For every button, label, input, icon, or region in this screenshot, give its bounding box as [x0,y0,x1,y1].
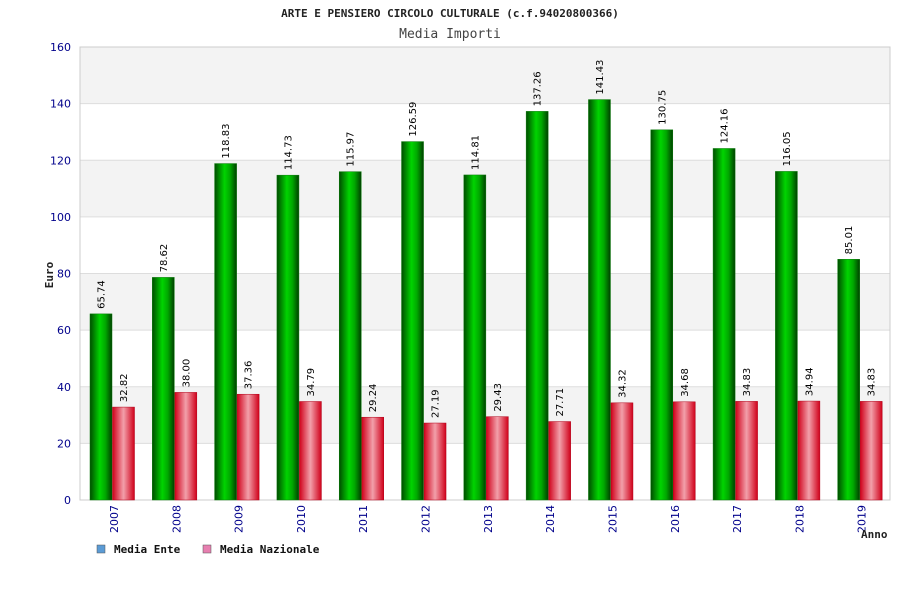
data-label: 37.36 [244,361,255,390]
x-tick-label: 2011 [357,505,370,533]
y-tick-label: 160 [50,41,71,54]
data-label: 137.26 [533,71,544,106]
data-label: 34.79 [306,368,317,397]
bar-media-nazionale [174,392,198,501]
bar-media-ente [276,174,300,501]
x-tick-label: 2015 [606,505,619,533]
bar-media-nazionale [797,400,821,501]
bar-media-ente [214,163,237,501]
bar-media-nazionale [361,416,384,501]
y-tick-label: 20 [57,437,71,450]
bar-media-nazionale [486,416,509,501]
data-label: 27.19 [431,389,442,418]
x-tick-label: 2009 [233,505,246,533]
bar-media-nazionale [236,393,260,501]
data-label: 141.43 [595,60,606,95]
bar-media-ente [152,277,175,501]
bar-media-ente [525,111,549,501]
bar-media-ente [775,171,798,501]
bar-media-nazionale [735,401,758,501]
data-label: 32.82 [119,373,130,402]
data-label: 85.01 [844,226,855,255]
bar-media-ente [463,174,487,501]
bar-media-ente [401,141,424,501]
x-tick-label: 2010 [295,505,308,533]
bar-media-nazionale [548,421,571,501]
y-tick-label: 80 [57,268,71,281]
x-axis-ticks: 2007 2008 2009 2010 2011 2012 2013 2014 2015 2016… [108,505,869,533]
bar-media-nazionale [610,402,634,501]
data-label: 78.62 [159,244,170,273]
x-tick-label: 2007 [108,505,121,533]
bars [89,99,883,501]
bar-media-ente [650,129,674,501]
x-tick-label: 2013 [482,505,495,533]
y-tick-label: 140 [50,98,71,111]
y-axis-ticks: 0 20 40 60 80 100 120 140 160 [50,41,71,507]
data-label: 118.83 [221,124,232,159]
bar-media-ente [712,148,736,501]
data-label: 124.16 [720,108,731,143]
data-label: 29.43 [493,383,504,412]
bar-media-nazionale [673,401,696,501]
data-label: 126.59 [408,102,419,137]
bar-media-ente [837,259,860,501]
data-label: 116.05 [782,131,793,166]
bar-media-ente [89,313,113,501]
x-tick-label: 2016 [669,505,682,533]
data-label: 34.83 [867,368,878,397]
chart-subtitle: Media Importi [399,27,501,42]
data-label: 34.68 [680,368,691,397]
data-label: 65.74 [97,280,108,309]
x-tick-label: 2017 [731,505,744,533]
y-tick-label: 120 [50,154,71,167]
grid-band [80,103,890,161]
data-label: 29.24 [368,384,379,413]
y-tick-label: 40 [57,381,71,394]
data-label: 34.83 [742,368,753,397]
x-tick-label: 2012 [420,505,433,533]
data-label: 27.71 [555,388,566,417]
data-label: 114.73 [283,135,294,170]
chart-title: ARTE E PENSIERO CIRCOLO CULTURALE (c.f.9… [281,7,619,20]
value-labels: 65.74 32.82 78.62 38.00 118.83 37.36 114.73 34.… [97,60,878,418]
data-label: 130.75 [657,90,668,125]
bar-media-nazionale [423,422,447,501]
bar-media-ente [338,171,362,501]
bar-media-nazionale [112,406,135,501]
bar-media-nazionale [859,401,883,501]
x-axis-label: Anno [861,528,888,541]
legend-label: Media Ente [114,543,181,556]
x-tick-label: 2019 [856,505,869,533]
y-axis-label: Euro [43,261,56,288]
y-tick-label: 60 [57,324,71,337]
legend-swatch [96,544,106,554]
legend-swatch [202,544,212,554]
data-label: 38.00 [181,359,192,388]
x-tick-label: 2018 [793,505,806,533]
legend-label: Media Nazionale [220,543,320,556]
grid-band [80,47,890,104]
x-tick-label: 2008 [170,505,183,533]
data-label: 34.32 [617,369,628,398]
bar-media-nazionale [299,401,322,501]
legend: Media Ente Media Nazionale [96,543,320,556]
y-tick-label: 0 [64,494,71,507]
data-label: 114.81 [470,135,481,170]
data-label: 34.94 [804,367,815,396]
bar-media-ente [588,99,611,501]
data-label: 115.97 [346,132,357,167]
y-tick-label: 100 [50,211,71,224]
x-tick-label: 2014 [544,505,557,533]
